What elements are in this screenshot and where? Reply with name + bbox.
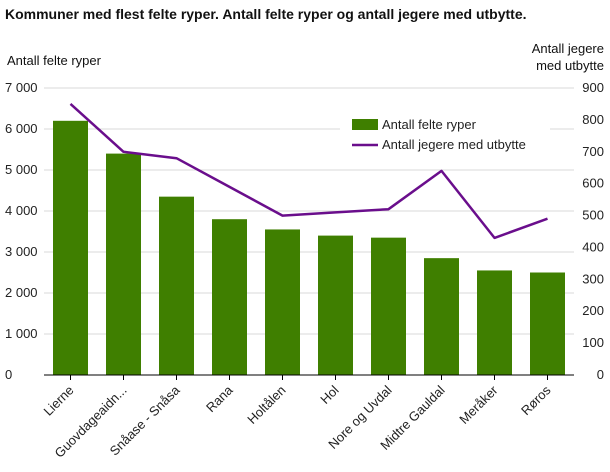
legend-swatch-bar (352, 119, 378, 130)
y-axis-right-label: Antall jegere med utbytte (504, 40, 604, 74)
y-left-tick-label: 1 000 (5, 326, 38, 341)
bar (424, 258, 459, 375)
x-tick-label: Holtålen (244, 383, 288, 427)
y-right-tick-label: 300 (582, 271, 604, 286)
y-right-tick-label: 700 (582, 144, 604, 159)
bar (106, 153, 141, 375)
bar (318, 235, 353, 375)
y-right-tick-label: 400 (582, 239, 604, 254)
y-right-tick-label: 900 (582, 80, 604, 95)
y-left-tick-label: 7 000 (5, 80, 38, 95)
y-left-tick-label: 4 000 (5, 203, 38, 218)
x-tick-label: Hol (317, 382, 341, 406)
y-right-tick-label: 600 (582, 176, 604, 191)
y-right-tick-label: 500 (582, 208, 604, 223)
bar (212, 219, 247, 375)
series-line (69, 102, 548, 240)
y-left-tick-label: 2 000 (5, 285, 38, 300)
x-tick-label: Rana (203, 382, 236, 415)
chart-title: Kommuner med flest felte ryper. Antall f… (5, 6, 527, 22)
y-right-tick-label: 200 (582, 303, 604, 318)
y-right-tick-label: 100 (582, 335, 604, 350)
y-axis-right-label-line-2: med utbytte (536, 58, 604, 73)
bar (53, 120, 88, 375)
x-tick-label: Meråker (456, 382, 501, 427)
y-left-tick-label: 3 000 (5, 244, 38, 259)
bar (159, 196, 194, 375)
y-axis-right-label-line-1: Antall jegere (531, 41, 604, 56)
y-right-tick-label: 0 (597, 367, 604, 382)
x-tick-label: Røros (518, 382, 554, 418)
y-left-tick-label: 6 000 (5, 121, 38, 136)
y-axis-left-label: Antall felte ryper (7, 53, 101, 68)
y-left-tick-label: 0 (5, 367, 12, 382)
x-tick-label: Lierne (40, 383, 76, 419)
legend-label-bar: Antall felte ryper (382, 117, 477, 132)
bar (371, 237, 406, 375)
legend-label-line: Antall jegere med utbytte (382, 137, 526, 152)
bar (265, 229, 300, 375)
y-right-tick-label: 800 (582, 112, 604, 127)
bar (530, 272, 565, 375)
bar (477, 270, 512, 375)
y-left-tick-label: 5 000 (5, 162, 38, 177)
